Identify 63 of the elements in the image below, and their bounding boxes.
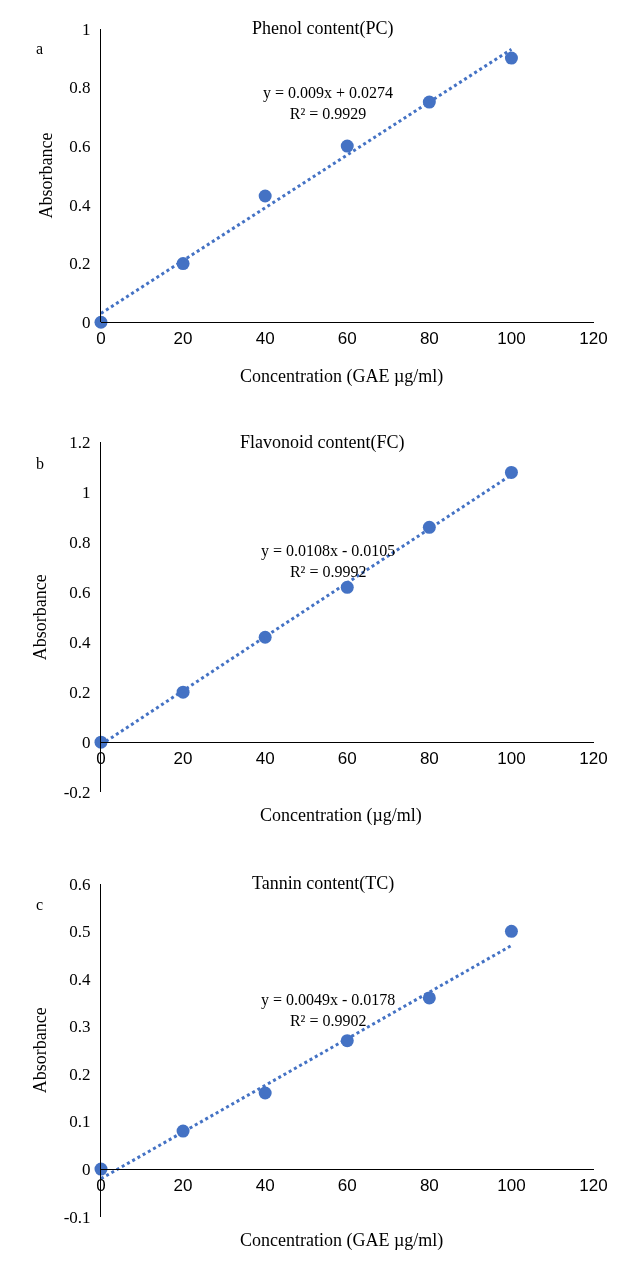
x-tick-label: 40	[255, 748, 275, 768]
y-tick-label: 0.8	[69, 78, 91, 98]
x-tick-label: 0	[96, 328, 106, 348]
y-tick-label: 1.2	[69, 433, 91, 453]
x-tick-label: 120	[579, 748, 608, 768]
y-tick-label: 0.6	[69, 137, 91, 157]
y-tick-label: 1	[82, 19, 91, 39]
point	[258, 1086, 272, 1100]
point	[340, 139, 354, 153]
y-axis-title: Absorbance	[35, 132, 56, 219]
y-tick-label: 0.4	[69, 969, 92, 989]
x-tick-label: 120	[579, 1175, 608, 1195]
y-tick-label: 0	[82, 733, 91, 753]
text: a	[36, 40, 44, 57]
x-tick-label: 20	[173, 748, 193, 768]
annotation: y = 0.009x + 0.0274 R² = 0.9929	[263, 84, 394, 122]
chart-title: Tannin content(TC)	[252, 873, 395, 894]
point	[422, 991, 436, 1005]
point	[504, 465, 518, 479]
chart-title: Phenol content(PC)	[252, 18, 394, 39]
x-tick-label: 100	[497, 328, 526, 348]
y-axis-title: Absorbance	[29, 574, 50, 661]
y-axis-title: Absorbance	[29, 1007, 50, 1094]
x-tick-label: 120	[579, 328, 608, 348]
x-tick-label: 80	[419, 748, 439, 768]
x-tick-label: 20	[173, 328, 193, 348]
y-tick-label: 0.6	[69, 583, 91, 603]
x-tick-label: 100	[497, 1175, 526, 1195]
x-axis-title: Concentration (GAE µg/ml)	[240, 1230, 444, 1251]
y-tick-label: 0.4	[69, 195, 92, 215]
y-tick-label: 0.8	[69, 533, 91, 553]
y-tick-label: 0.5	[69, 922, 91, 942]
y-tick-label: 0.1	[69, 1112, 91, 1132]
text: c	[36, 896, 44, 913]
y-tick-label: -0.2	[63, 783, 91, 803]
y-tick-label: 0.6	[69, 874, 91, 894]
x-tick-label: 60	[337, 748, 357, 768]
x-tick-label: 40	[255, 1175, 275, 1195]
y-tick-label: 0	[82, 313, 91, 333]
x-tick-label: 40	[255, 328, 275, 348]
annotation: y = 0.0108x - 0.0105 R² = 0.9992	[261, 542, 396, 580]
x-tick-label: 20	[173, 1175, 193, 1195]
point	[258, 189, 272, 203]
y-tick-label: 0.2	[69, 683, 91, 703]
point	[504, 51, 518, 65]
annotation: y = 0.0049x - 0.0178 R² = 0.9902	[261, 991, 396, 1029]
y-tick-label: 0.2	[69, 1064, 91, 1084]
point	[504, 924, 518, 938]
chart-title: Flavonoid content(FC)	[240, 432, 405, 453]
x-tick-label: 80	[419, 328, 439, 348]
x-tick-label: 100	[497, 748, 526, 768]
x-tick-label: 80	[419, 1175, 439, 1195]
x-axis-title: Concentration (GAE µg/ml)	[240, 366, 444, 387]
y-tick-label: 1	[82, 483, 91, 503]
y-tick-label: 0	[82, 1160, 91, 1180]
x-axis-title: Concentration (µg/ml)	[260, 805, 422, 826]
y-tick-label: 0.3	[69, 1017, 91, 1037]
text: b	[36, 455, 44, 472]
x-tick-label: 60	[337, 1175, 357, 1195]
y-tick-label: -0.1	[63, 1207, 91, 1227]
y-tick-label: 0.2	[69, 254, 91, 274]
y-tick-label: 0.4	[69, 633, 92, 653]
x-tick-label: 60	[337, 328, 357, 348]
